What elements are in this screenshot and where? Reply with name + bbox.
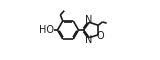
Text: HO: HO (39, 25, 54, 35)
Text: O: O (96, 31, 104, 41)
Text: N: N (85, 35, 92, 45)
Text: N: N (85, 15, 92, 25)
